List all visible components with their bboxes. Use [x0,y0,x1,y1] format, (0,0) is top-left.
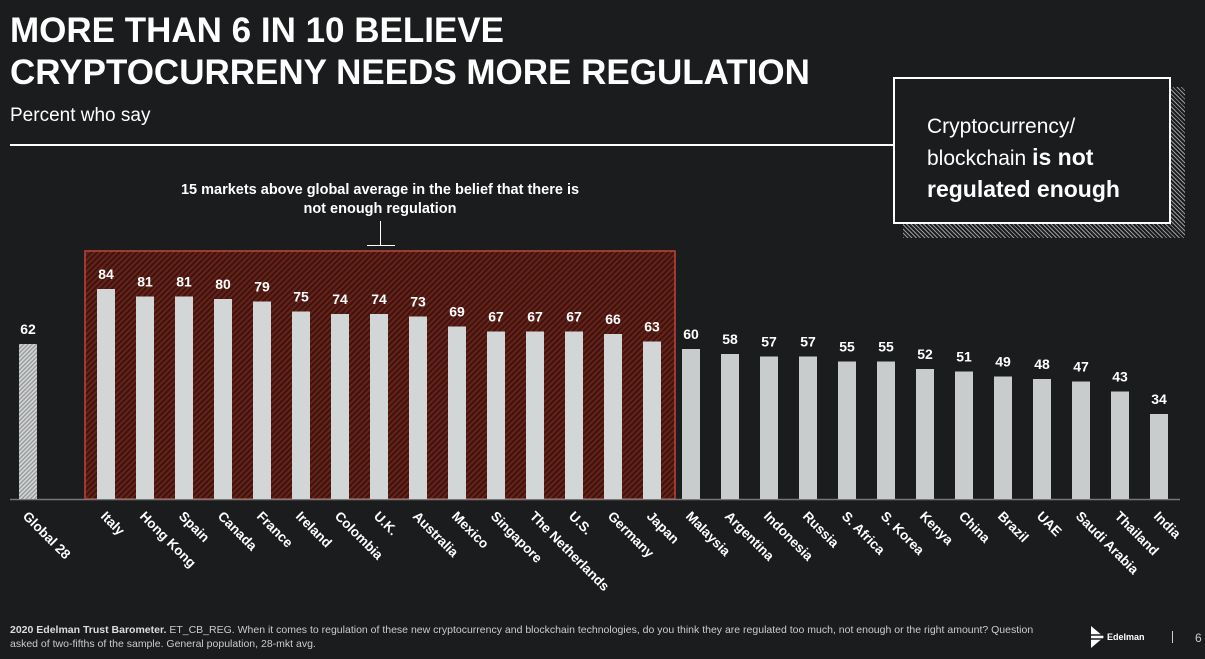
data-label: 48 [1034,356,1050,372]
annotation-bracket [380,221,381,245]
data-label: 52 [917,346,933,362]
bar-france [253,301,271,499]
footnote-text: ET_CB_REG. When it comes to regulation o… [10,624,1034,650]
bar-japan [643,341,661,499]
edelman-logo: Edelman [1088,626,1145,648]
category-label: India [1151,509,1184,542]
data-label: 67 [566,309,582,325]
bar-colombia [331,314,349,499]
category-label: Brazil [995,509,1032,546]
category-label: UAE [1034,509,1065,540]
title-line-2: CRYPTOCURRENY NEEDS MORE REGULATION [10,53,810,92]
callout-box: Cryptocurrency/ blockchain is not regula… [893,77,1171,224]
data-label: 81 [137,274,153,290]
bar-hong-kong [136,296,154,499]
data-label: 58 [722,331,738,347]
data-label: 51 [956,349,972,365]
bar-global-28 [19,344,37,499]
data-label: 63 [644,319,660,335]
annotation: 15 markets above global average in the b… [180,182,580,217]
data-label: 74 [371,291,387,307]
bar-india [1150,414,1168,499]
bar-saudi-arabia [1072,381,1090,499]
data-label: 66 [605,311,621,327]
slide-title: MORE THAN 6 IN 10 BELIEVE CRYPTOCURRENY … [10,10,810,94]
page-number: 6 [1195,631,1202,645]
annotation-bracket-base [367,245,395,246]
data-label: 43 [1112,369,1128,385]
data-label: 79 [254,279,270,295]
category-label: France [254,509,296,551]
data-label: 67 [527,309,543,325]
bar-malaysia [682,349,700,499]
bar-singapore [487,331,505,499]
bar-brazil [994,376,1012,499]
category-label: U.S. [566,509,595,538]
category-label: U.K. [371,509,401,539]
data-label: 67 [488,309,504,325]
bar-uae [1033,379,1051,499]
data-label: 81 [176,274,192,290]
bar-indonesia [760,356,778,499]
data-label: 80 [215,276,231,292]
data-label: 60 [683,326,699,342]
footer-divider [1172,631,1173,643]
data-label: 57 [761,334,777,350]
bar-the-netherlands [526,331,544,499]
category-label: China [956,509,993,546]
bar-s-korea [877,361,895,499]
bar-germany [604,334,622,499]
bar-kenya [916,369,934,499]
bar-spain [175,296,193,499]
data-label: 69 [449,304,465,320]
footnote: 2020 Edelman Trust Barometer. ET_CB_REG.… [10,623,1050,651]
data-label: 55 [839,339,855,355]
bar-u-s- [565,331,583,499]
bar-u-k- [370,314,388,499]
data-label: 75 [293,289,309,305]
bar-china [955,371,973,499]
divider [10,144,895,146]
bar-mexico [448,326,466,499]
bar-italy [97,289,115,499]
data-label: 84 [98,266,114,282]
data-label: 55 [878,339,894,355]
bar-thailand [1111,391,1129,499]
data-label: 34 [1151,391,1167,407]
category-label: Spain [176,509,213,546]
bar-australia [409,316,427,499]
subtitle: Percent who say [10,105,151,126]
bar-ireland [292,311,310,499]
footnote-source: 2020 Edelman Trust Barometer. [10,624,167,636]
data-label: 74 [332,291,348,307]
callout-plain: Cryptocurrency/ blockchain [927,115,1076,170]
category-label: Global 28 [20,509,74,563]
bar-russia [799,356,817,499]
bar-argentina [721,354,739,499]
edelman-logo-icon [1088,626,1104,648]
callout-bold: is not regulated enough [927,144,1120,202]
data-label: 62 [20,321,36,337]
data-label: 49 [995,354,1011,370]
data-label: 73 [410,294,426,310]
logo-text: Edelman [1107,632,1145,642]
category-label: Ireland [293,509,335,551]
bar-canada [214,299,232,499]
bar-s-africa [838,361,856,499]
data-label: 47 [1073,359,1089,375]
title-line-1: MORE THAN 6 IN 10 BELIEVE [10,11,504,50]
data-label: 57 [800,334,816,350]
category-label: Japan [644,509,682,547]
category-label: Italy [98,509,128,539]
category-label: Canada [215,509,260,554]
